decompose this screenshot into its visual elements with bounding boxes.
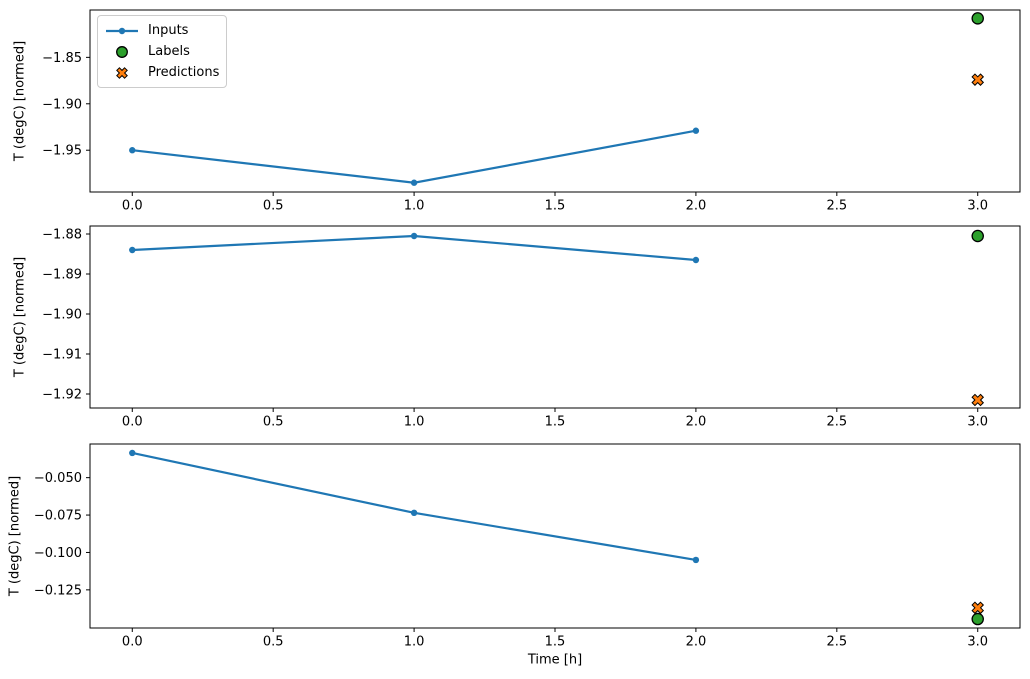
x-tick-label: 0.5 bbox=[263, 199, 284, 214]
y-axis-label-middle: T (degC) [normed] bbox=[12, 256, 28, 378]
x-tick-label: 3.0 bbox=[967, 415, 988, 430]
x-tick-label: 2.5 bbox=[826, 199, 847, 214]
x-tick-label: 3.0 bbox=[967, 635, 988, 650]
x-tick-label: 1.0 bbox=[404, 635, 425, 650]
y-tick-label: −0.100 bbox=[34, 546, 82, 561]
y-tick-label: −0.050 bbox=[34, 471, 82, 486]
y-tick-label: −1.91 bbox=[42, 348, 82, 363]
x-tick-label: 0.5 bbox=[263, 635, 284, 650]
inputs-line bbox=[132, 451, 697, 562]
x-tick-label: 2.5 bbox=[826, 415, 847, 430]
x-tick-label: 2.5 bbox=[826, 635, 847, 650]
y-tick-label: −1.92 bbox=[42, 388, 82, 403]
labels-circle-icon bbox=[105, 45, 139, 59]
legend-label-inputs: Inputs bbox=[148, 23, 189, 38]
y-tick-label: −1.90 bbox=[42, 97, 82, 112]
legend-item-predictions: Predictions bbox=[105, 62, 220, 83]
y-tick-label: −1.89 bbox=[42, 268, 82, 283]
axes-border bbox=[89, 443, 1021, 629]
axes-border bbox=[89, 225, 1021, 409]
predictions-x-icon bbox=[105, 66, 139, 80]
x-axis-label: Time [h] bbox=[527, 652, 583, 668]
x-tick-label: 2.0 bbox=[686, 635, 707, 650]
y-axis-label-top: T (degC) [normed] bbox=[12, 40, 28, 162]
predictions-marker bbox=[971, 393, 985, 407]
labels-marker bbox=[971, 612, 984, 626]
inputs-marker bbox=[410, 179, 418, 186]
y-tick-label: −1.85 bbox=[42, 51, 82, 66]
y-tick-label: −1.95 bbox=[42, 144, 82, 159]
x-tick-label: 1.5 bbox=[545, 635, 566, 650]
inputs-marker bbox=[410, 232, 418, 240]
x-tick-label: 2.0 bbox=[686, 199, 707, 214]
y-tick-label: −1.90 bbox=[42, 308, 82, 323]
axes-border bbox=[89, 9, 1021, 193]
y-tick-label: −0.125 bbox=[34, 583, 82, 598]
x-tick-label: 1.5 bbox=[545, 199, 566, 214]
x-tick-label: 1.5 bbox=[545, 415, 566, 430]
x-tick-label: 0.0 bbox=[122, 415, 143, 430]
x-tick-label: 1.0 bbox=[404, 415, 425, 430]
inputs-marker bbox=[129, 449, 136, 457]
y-axis-label-bottom: T (degC) [normed] bbox=[7, 475, 23, 597]
x-tick-label: 3.0 bbox=[967, 199, 988, 214]
inputs-marker bbox=[692, 127, 700, 134]
inputs-marker bbox=[129, 147, 136, 154]
legend-item-inputs: Inputs bbox=[105, 20, 218, 41]
inputs-marker bbox=[692, 256, 700, 264]
x-tick-label: 0.0 bbox=[122, 199, 143, 214]
x-tick-label: 2.0 bbox=[686, 415, 707, 430]
y-tick-label: −0.075 bbox=[34, 509, 82, 524]
legend-label-labels: Labels bbox=[148, 44, 190, 59]
inputs-line bbox=[132, 129, 697, 184]
inputs-line bbox=[132, 234, 697, 262]
predictions-marker bbox=[971, 73, 985, 86]
y-tick-label: −1.88 bbox=[42, 228, 82, 243]
x-tick-label: 0.5 bbox=[263, 415, 284, 430]
x-tick-label: 0.0 bbox=[122, 635, 143, 650]
labels-marker bbox=[971, 229, 984, 243]
legend: Inputs Labels Predictions bbox=[97, 15, 227, 88]
inputs-marker bbox=[129, 246, 136, 254]
x-tick-label: 1.0 bbox=[404, 199, 425, 214]
inputs-marker bbox=[410, 509, 418, 517]
inputs-line-icon bbox=[105, 24, 139, 38]
predictions-marker bbox=[971, 601, 985, 615]
legend-label-predictions: Predictions bbox=[148, 65, 220, 80]
legend-item-labels: Labels bbox=[105, 41, 218, 62]
labels-marker bbox=[971, 12, 984, 25]
inputs-marker bbox=[692, 556, 700, 564]
